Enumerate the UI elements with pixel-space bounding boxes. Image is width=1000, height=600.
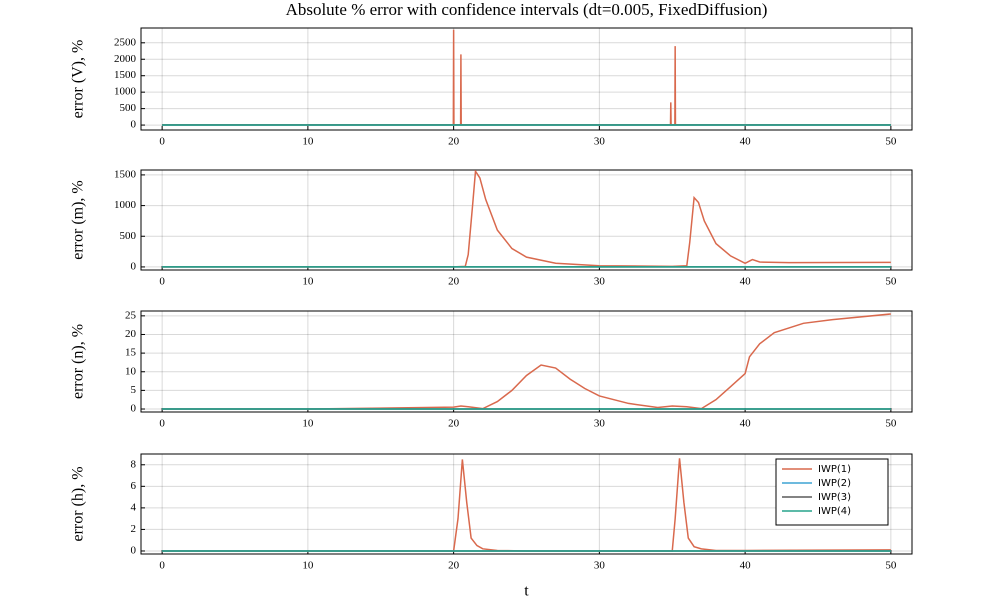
legend-box [775, 458, 889, 526]
series-line [162, 313, 891, 410]
y-tick-label: 5 [131, 384, 137, 396]
y-tick-label: 0 [131, 119, 137, 131]
y-axis-label: error (n), % [70, 324, 87, 399]
legend-label: IWP(1) [818, 464, 851, 475]
plot-frame [140, 27, 913, 131]
y-tick-label: 10 [125, 365, 137, 377]
legend-label: IWP(4) [818, 506, 851, 517]
x-tick-label: 30 [594, 276, 606, 288]
plot-frame [140, 310, 913, 413]
y-tick-label: 500 [120, 102, 137, 114]
y-tick-label: 1000 [114, 86, 137, 98]
x-tick-label: 30 [594, 418, 606, 430]
y-tick-label: 0 [131, 545, 137, 557]
plot-frame [140, 169, 913, 271]
y-tick-label: 0 [131, 260, 137, 272]
x-tick-label: 20 [448, 276, 460, 288]
x-tick-label: 30 [594, 136, 606, 148]
x-tick-label: 50 [885, 560, 897, 572]
y-tick-label: 4 [131, 501, 137, 513]
x-tick-label: 50 [885, 276, 897, 288]
y-tick-label: 1000 [114, 199, 137, 211]
x-tick-label: 20 [448, 560, 460, 572]
y-tick-label: 0 [131, 403, 137, 415]
x-tick-label: 10 [302, 560, 314, 572]
y-tick-label: 2500 [114, 36, 137, 48]
x-tick-label: 0 [159, 136, 165, 148]
x-tick-label: 10 [302, 418, 314, 430]
x-axis-label: t [524, 583, 529, 600]
x-tick-label: 10 [302, 136, 314, 148]
x-tick-label: 50 [885, 418, 897, 430]
y-tick-label: 20 [125, 328, 137, 340]
y-tick-label: 2000 [114, 53, 137, 65]
x-tick-label: 0 [159, 560, 165, 572]
x-tick-label: 20 [448, 136, 460, 148]
x-tick-label: 0 [159, 418, 165, 430]
series-line [162, 170, 891, 268]
y-tick-label: 2 [131, 523, 137, 535]
x-tick-label: 40 [740, 560, 752, 572]
legend-label: IWP(3) [818, 492, 851, 503]
x-tick-label: 20 [448, 418, 460, 430]
y-tick-label: 8 [131, 458, 137, 470]
plot-frame [140, 453, 913, 555]
x-tick-label: 40 [740, 276, 752, 288]
x-tick-label: 40 [740, 418, 752, 430]
series-line [162, 29, 891, 126]
x-tick-label: 40 [740, 136, 752, 148]
x-tick-label: 10 [302, 276, 314, 288]
y-axis-label: error (h), % [70, 466, 87, 541]
y-tick-label: 6 [131, 480, 137, 492]
y-tick-label: 500 [120, 230, 137, 242]
legend-label: IWP(2) [818, 478, 851, 489]
y-tick-label: 1500 [114, 69, 137, 81]
x-tick-label: 50 [885, 136, 897, 148]
y-axis-label: error (m), % [70, 180, 87, 260]
chart-title: Absolute % error with confidence interva… [286, 0, 768, 19]
y-tick-label: 25 [125, 309, 137, 321]
x-tick-label: 0 [159, 276, 165, 288]
y-tick-label: 15 [125, 347, 137, 359]
y-axis-label: error (V), % [70, 40, 87, 119]
y-tick-label: 1500 [114, 168, 137, 180]
x-tick-label: 30 [594, 560, 606, 572]
